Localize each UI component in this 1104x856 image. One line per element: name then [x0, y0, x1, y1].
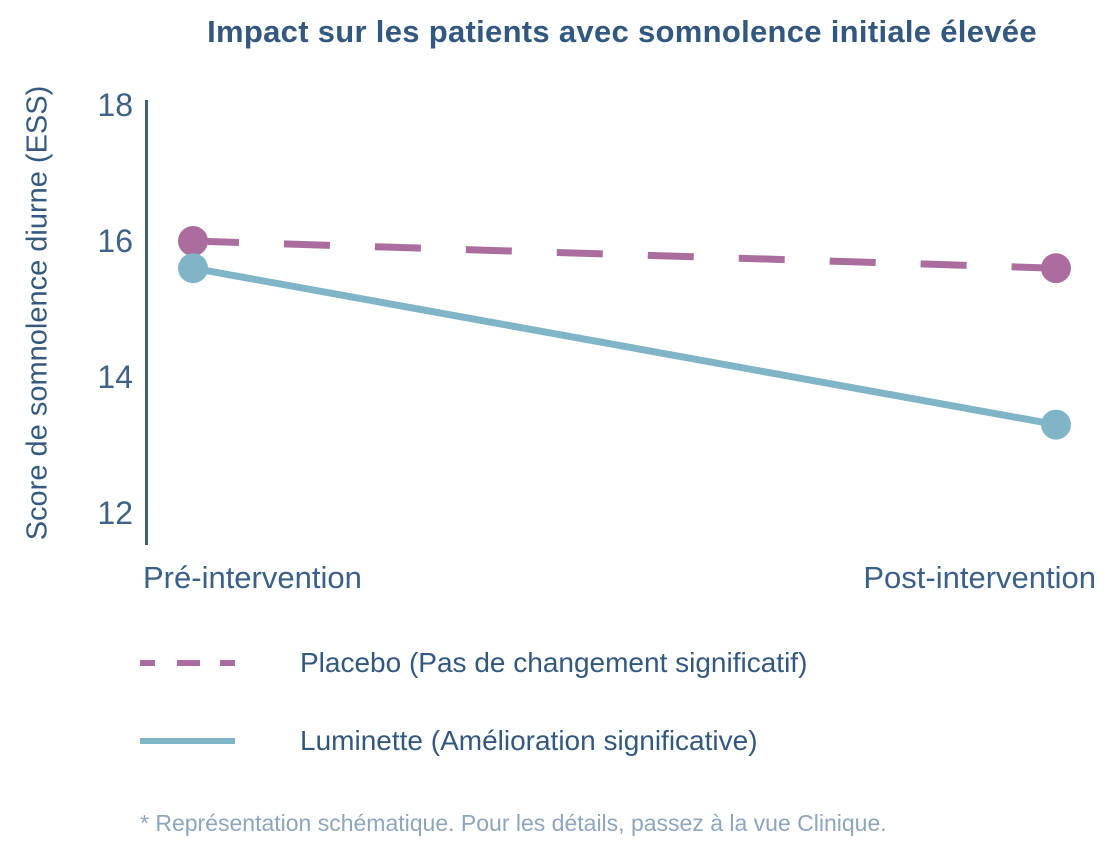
luminette-marker-post: [1041, 409, 1071, 440]
legend-label-placebo: Placebo (Pas de changement significatif): [300, 647, 808, 678]
y-axis-tick-16: 16: [97, 223, 133, 259]
x-axis-label-post-intervention: Post-intervention: [863, 560, 1096, 595]
chart-title: Impact sur les patients avec somnolence …: [207, 14, 1037, 49]
placebo-series-line: [192, 237, 1057, 272]
chart-footnote: * Représentation schématique. Pour les d…: [140, 810, 887, 836]
x-axis-label-pre-intervention: Pré-intervention: [143, 560, 362, 595]
luminette-marker-pre: [178, 253, 208, 284]
placebo-marker-pre: [178, 226, 208, 256]
placebo-marker-post: [1041, 253, 1071, 284]
legend-label-luminette: Luminette (Amélioration significative): [300, 725, 758, 756]
y-axis-tick-12: 12: [97, 495, 133, 531]
y-axis-tick-18: 18: [97, 87, 133, 123]
y-axis-tick-14: 14: [97, 359, 133, 395]
luminette-series-line: [189, 264, 1060, 429]
